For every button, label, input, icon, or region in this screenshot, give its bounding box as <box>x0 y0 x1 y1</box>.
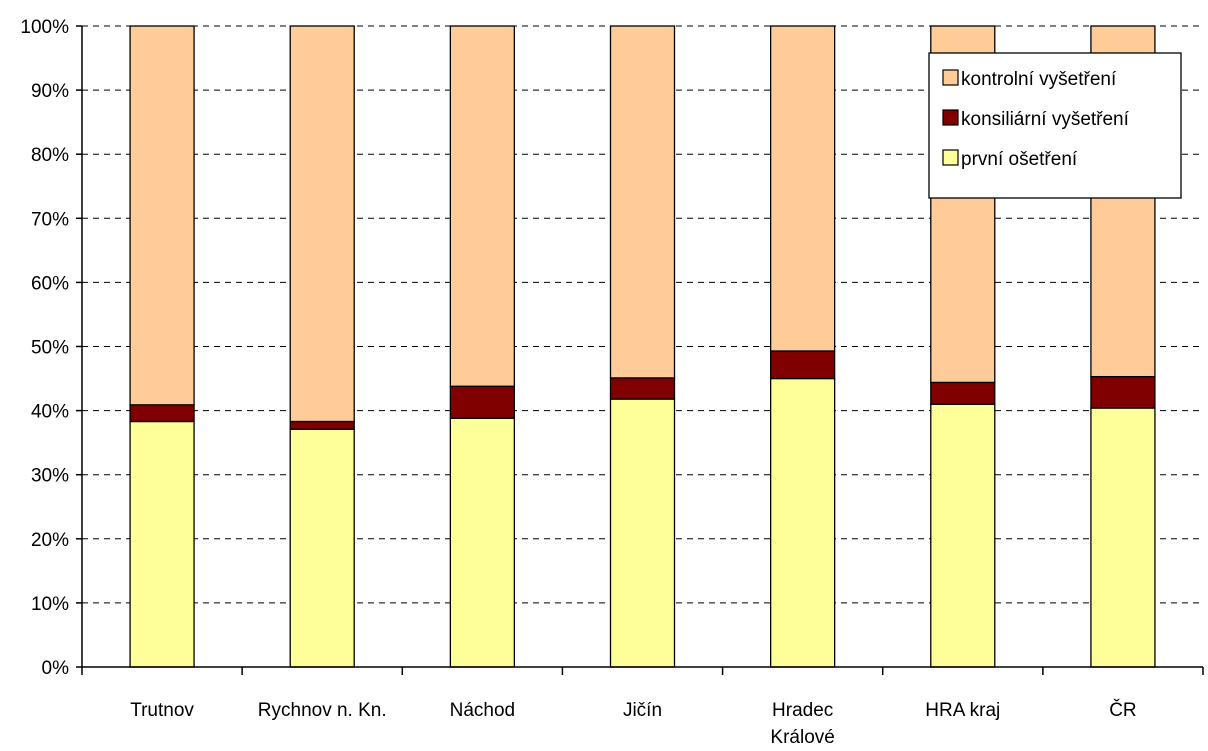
y-tick-label: 100% <box>20 17 69 38</box>
bar-prvni-osetreni-trutnov <box>129 420 195 668</box>
x-tick-label-jicin: Jičín <box>623 700 662 721</box>
bar-prvni-osetreni-hradec-kralove <box>769 377 836 668</box>
bars <box>129 25 1156 668</box>
y-tick-label: 30% <box>31 466 69 487</box>
bar-kontrolni-vysetreni-rychnov-n-kn <box>289 25 355 423</box>
bar-konsiliarni-vysetreni-hra-kraj <box>930 381 996 405</box>
legend-swatch-prvni-osetreni <box>942 149 959 166</box>
bar-konsiliarni-vysetreni-trutnov <box>129 404 195 423</box>
x-tick-label-trutnov: Trutnov <box>130 700 194 721</box>
x-tick-label-hradec-kralove: Hradec Králové <box>770 700 834 748</box>
bar-kontrolni-vysetreni-hradec-kralove <box>769 25 836 352</box>
y-tick-label: 60% <box>31 273 69 294</box>
legend-label-prvni-osetreni: první ošetření <box>961 149 1078 170</box>
legend-box <box>928 52 1182 199</box>
y-tick-label: 10% <box>31 594 69 615</box>
y-tick-label: 20% <box>31 530 69 551</box>
bar-kontrolni-vysetreni-trutnov <box>129 25 195 406</box>
bar-konsiliarni-vysetreni-nachod <box>449 385 516 419</box>
bar-kontrolni-vysetreni-nachod <box>449 25 516 387</box>
bar-prvni-osetreni-rychnov-n-kn <box>289 428 355 668</box>
bar-konsiliarni-vysetreni-rychnov-n-kn <box>289 420 355 430</box>
y-tick-label: 50% <box>31 338 69 359</box>
y-tick-label: 40% <box>31 402 69 423</box>
y-tick-label: 70% <box>31 209 69 230</box>
bar-prvni-osetreni-hra-kraj <box>930 403 996 668</box>
axes: 0% 10% 20% 30% 40% 50% 60% 70% 80% 90% 100% Trutnov… <box>20 17 1204 748</box>
bar-kontrolni-vysetreni-jicin <box>609 25 676 379</box>
bar-prvni-osetreni-jicin <box>609 398 676 668</box>
x-tick-label-rychnov-n-kn: Rychnov n. Kn. <box>258 700 387 721</box>
bar-konsiliarni-vysetreni-hradec-kralove <box>769 350 836 380</box>
bar-konsiliarni-vysetreni-jicin <box>609 377 676 400</box>
legend-label-konsiliarni-vysetreni: konsiliární vyšetření <box>961 109 1130 130</box>
y-tick-label: 90% <box>31 81 69 102</box>
x-tick-label-hra-kraj: HRA kraj <box>925 700 1000 721</box>
y-tick-label: 80% <box>31 145 69 166</box>
bar-prvni-osetreni-nachod <box>449 417 516 668</box>
bar-prvni-osetreni-cr <box>1090 407 1156 668</box>
x-tick-label-cr: ČR <box>1109 699 1136 721</box>
legend-swatch-kontrolni-vysetreni <box>942 69 959 86</box>
x-tick-label-nachod: Náchod <box>450 700 516 721</box>
legend-label-kontrolni-vysetreni: kontrolní vyšetření <box>961 69 1117 90</box>
bar-konsiliarni-vysetreni-cr <box>1090 375 1156 409</box>
y-tick-label: 0% <box>42 658 70 679</box>
legend: kontrolní vyšetření konsiliární vyšetření… <box>928 52 1182 199</box>
legend-swatch-konsiliarni-vysetreni <box>942 109 959 126</box>
